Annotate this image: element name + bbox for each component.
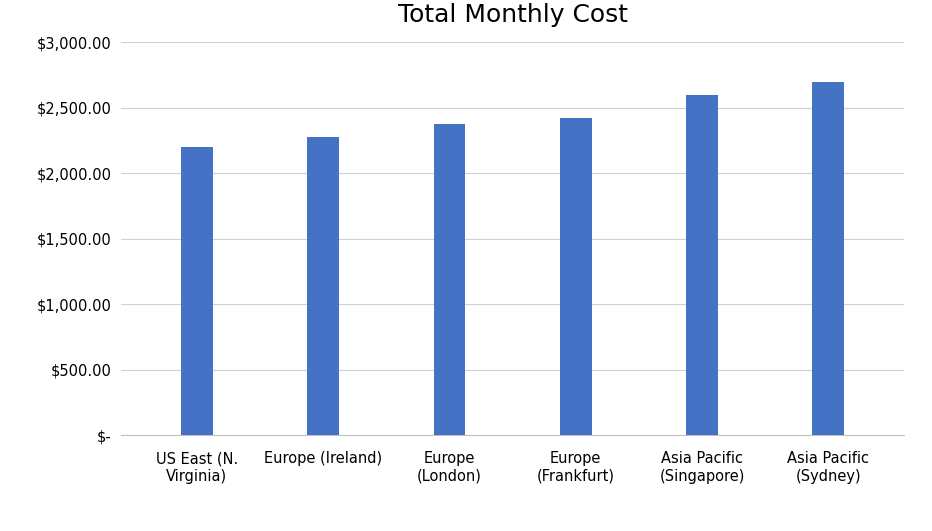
Bar	[181, 147, 212, 435]
Bar	[560, 118, 592, 435]
Bar	[813, 82, 844, 435]
Title: Total Monthly Cost: Total Monthly Cost	[398, 3, 627, 27]
Bar	[308, 137, 339, 435]
Bar	[433, 124, 465, 435]
Bar	[686, 95, 718, 435]
